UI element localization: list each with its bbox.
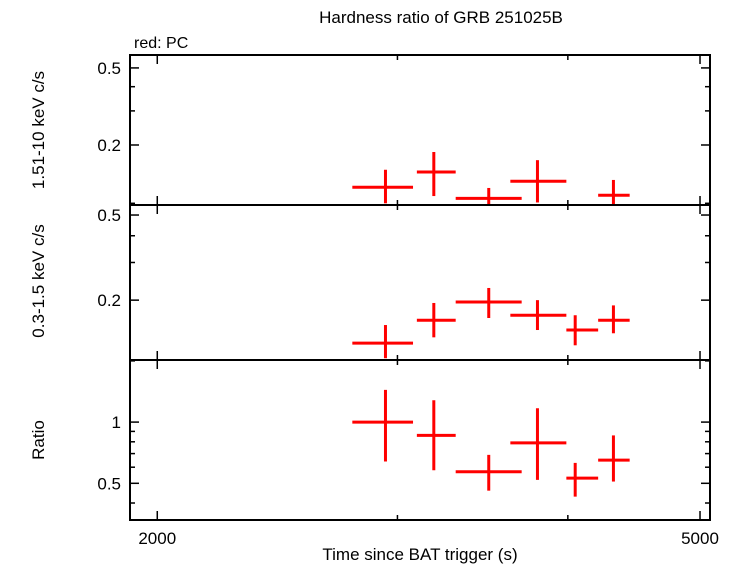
x-tick-label: 5000 [681, 529, 719, 548]
chart-title: Hardness ratio of GRB 251025B [319, 8, 563, 27]
y-tick-label: 0.5 [97, 206, 121, 225]
panel-frame-soft-band [129, 204, 711, 361]
pc-mode-legend: red: PC [134, 35, 188, 52]
panel-frame-ratio [129, 359, 711, 521]
y-tick-label: 0.5 [97, 474, 121, 493]
x-tick-label: 2000 [138, 529, 176, 548]
y-tick-label: 0.2 [97, 136, 121, 155]
y-tick-label: 0.5 [97, 59, 121, 78]
panel-frame-hard-band [129, 54, 711, 206]
y-axis-label-ratio: Ratio [29, 420, 48, 460]
x-axis-label: Time since BAT trigger (s) [322, 545, 517, 564]
y-axis-label-soft-band: 0.3-1.5 keV c/s [29, 224, 48, 337]
y-tick-label: 0.2 [97, 291, 121, 310]
y-tick-label: 1 [112, 413, 121, 432]
y-axis-label-hard-band: 1.51-10 keV c/s [29, 71, 48, 189]
